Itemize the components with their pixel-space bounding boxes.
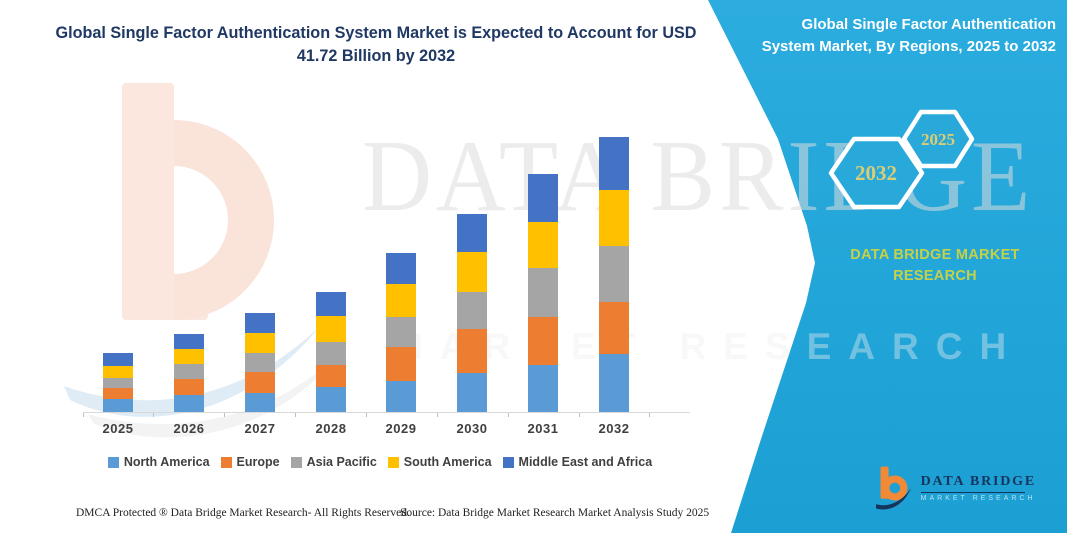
bar-segment-south-america-2032 <box>599 190 629 246</box>
bar-segment-north-america-2025 <box>103 399 133 412</box>
bar-segment-south-america-2027 <box>245 333 275 353</box>
x-label-2029: 2029 <box>385 421 417 436</box>
x-axis-tick <box>366 413 367 417</box>
bar-segment-asia-pacific-2032 <box>599 246 629 302</box>
bar-2032 <box>599 137 629 412</box>
legend-swatch-icon <box>387 456 399 468</box>
bar-segment-south-america-2030 <box>457 252 487 292</box>
legend-label: Europe <box>236 455 280 469</box>
bar-segment-south-america-2025 <box>103 366 133 378</box>
bar-segment-middle-east-and-africa-2026 <box>174 334 204 349</box>
bar-2029 <box>386 253 416 412</box>
stacked-bar-plot-area <box>83 95 690 417</box>
x-label-2028: 2028 <box>315 421 347 436</box>
dbmr-logo: DATA BRIDGE MARKET RESEARCH <box>876 458 1036 518</box>
legend-item-middle-east-and-africa: Middle East and Africa <box>502 455 653 469</box>
legend-swatch-icon <box>107 456 119 468</box>
x-label-2032: 2032 <box>598 421 630 436</box>
x-axis-tick <box>224 413 225 417</box>
brand-name-text: DATA BRIDGE MARKET RESEARCH <box>850 247 1020 284</box>
chart-title: Global Single Factor Authentication Syst… <box>55 24 697 65</box>
bar-segment-south-america-2029 <box>386 284 416 317</box>
bar-segment-middle-east-and-africa-2032 <box>599 137 629 190</box>
bar-segment-europe-2026 <box>174 379 204 395</box>
bar-2025 <box>103 353 133 412</box>
bar-segment-north-america-2029 <box>386 381 416 412</box>
bar-2030 <box>457 214 487 412</box>
bar-segment-middle-east-and-africa-2025 <box>103 353 133 366</box>
chart-legend: North America Europe Asia Pacific South Ame… <box>50 455 710 469</box>
bar-segment-south-america-2031 <box>528 222 558 268</box>
hexagon-2025-label: 2025 <box>921 130 955 149</box>
bar-segment-asia-pacific-2030 <box>457 292 487 329</box>
bar-segment-north-america-2032 <box>599 354 629 412</box>
dmca-notice: DMCA Protected ® Data Bridge Market Rese… <box>76 507 410 519</box>
bar-segment-europe-2029 <box>386 347 416 381</box>
legend-swatch-icon <box>220 456 232 468</box>
bar-segment-asia-pacific-2025 <box>103 378 133 388</box>
legend-item-europe: Europe <box>220 455 280 469</box>
bar-segment-asia-pacific-2026 <box>174 364 204 379</box>
hexagon-2025-shape <box>901 109 975 169</box>
bar-segment-asia-pacific-2031 <box>528 268 558 317</box>
x-label-2030: 2030 <box>456 421 488 436</box>
bar-segment-asia-pacific-2027 <box>245 353 275 372</box>
legend-swatch-icon <box>290 456 302 468</box>
logo-subtitle: MARKET RESEARCH <box>920 495 1036 502</box>
x-axis-tick <box>295 413 296 417</box>
legend-item-south-america: South America <box>387 455 492 469</box>
year-hexagons: 2032 2025 <box>828 109 975 210</box>
bar-segment-europe-2032 <box>599 302 629 354</box>
bar-2027 <box>245 313 275 412</box>
legend-item-asia-pacific: Asia Pacific <box>290 455 377 469</box>
side-panel-title: Global Single Factor Authentication Syst… <box>761 16 1056 55</box>
bar-segment-south-america-2026 <box>174 349 204 364</box>
x-axis-tick <box>437 413 438 417</box>
logo-name: DATA BRIDGE <box>920 474 1036 489</box>
x-axis-line <box>83 412 690 413</box>
legend-item-north-america: North America <box>107 455 210 469</box>
bar-segment-europe-2031 <box>528 317 558 365</box>
bar-segment-middle-east-and-africa-2027 <box>245 313 275 333</box>
bar-segment-middle-east-and-africa-2029 <box>386 253 416 284</box>
bar-2031 <box>528 174 558 412</box>
legend-label: South America <box>403 455 492 469</box>
bar-segment-north-america-2026 <box>174 395 204 412</box>
hexagon-2032-label: 2032 <box>855 161 897 185</box>
legend-swatch-icon <box>502 456 514 468</box>
x-label-2027: 2027 <box>244 421 276 436</box>
bar-segment-north-america-2031 <box>528 365 558 412</box>
bar-segment-europe-2025 <box>103 388 133 399</box>
bar-segment-south-america-2028 <box>316 316 346 342</box>
x-label-2025: 2025 <box>102 421 134 436</box>
x-axis-tick <box>579 413 580 417</box>
bar-segment-middle-east-and-africa-2028 <box>316 292 346 316</box>
x-axis-tick <box>649 413 650 417</box>
bar-segment-asia-pacific-2029 <box>386 317 416 347</box>
bar-segment-asia-pacific-2028 <box>316 342 346 365</box>
hexagon-2032-shape <box>828 136 925 210</box>
bar-segment-europe-2028 <box>316 365 346 387</box>
bar-segment-north-america-2028 <box>316 387 346 412</box>
bar-segment-north-america-2027 <box>245 393 275 412</box>
x-axis-tick <box>508 413 509 417</box>
bar-segment-europe-2030 <box>457 329 487 373</box>
bar-2026 <box>174 334 204 412</box>
x-axis-tick <box>83 413 84 417</box>
logo-divider <box>920 492 1025 493</box>
bar-2028 <box>316 292 346 412</box>
bar-segment-middle-east-and-africa-2031 <box>528 174 558 222</box>
x-label-2026: 2026 <box>173 421 205 436</box>
source-note: Source: Data Bridge Market Research Mark… <box>400 507 710 519</box>
bar-segment-europe-2027 <box>245 372 275 393</box>
legend-label: Asia Pacific <box>306 455 377 469</box>
bar-segment-north-america-2030 <box>457 373 487 412</box>
legend-label: Middle East and Africa <box>518 455 653 469</box>
x-label-2031: 2031 <box>527 421 559 436</box>
x-axis-tick <box>153 413 154 417</box>
dbmr-logo-icon <box>876 466 911 510</box>
legend-label: North America <box>123 455 210 469</box>
bar-segment-middle-east-and-africa-2030 <box>457 214 487 252</box>
